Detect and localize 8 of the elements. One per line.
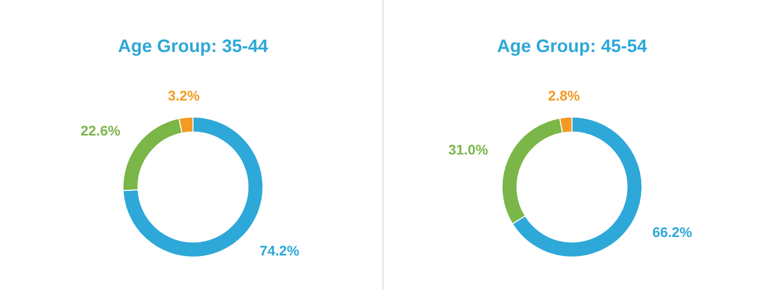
data-label: 3.2% [168, 87, 200, 104]
data-label: 22.6% [80, 122, 121, 139]
data-label: 31.0% [448, 141, 489, 158]
data-label: 2.8% [548, 87, 580, 104]
data-label: 66.2% [652, 224, 693, 240]
chart-title: Age Group: 35-44 [118, 36, 268, 56]
chart-title: Age Group: 45-54 [496, 36, 648, 56]
data-label: 74.2% [260, 242, 300, 258]
